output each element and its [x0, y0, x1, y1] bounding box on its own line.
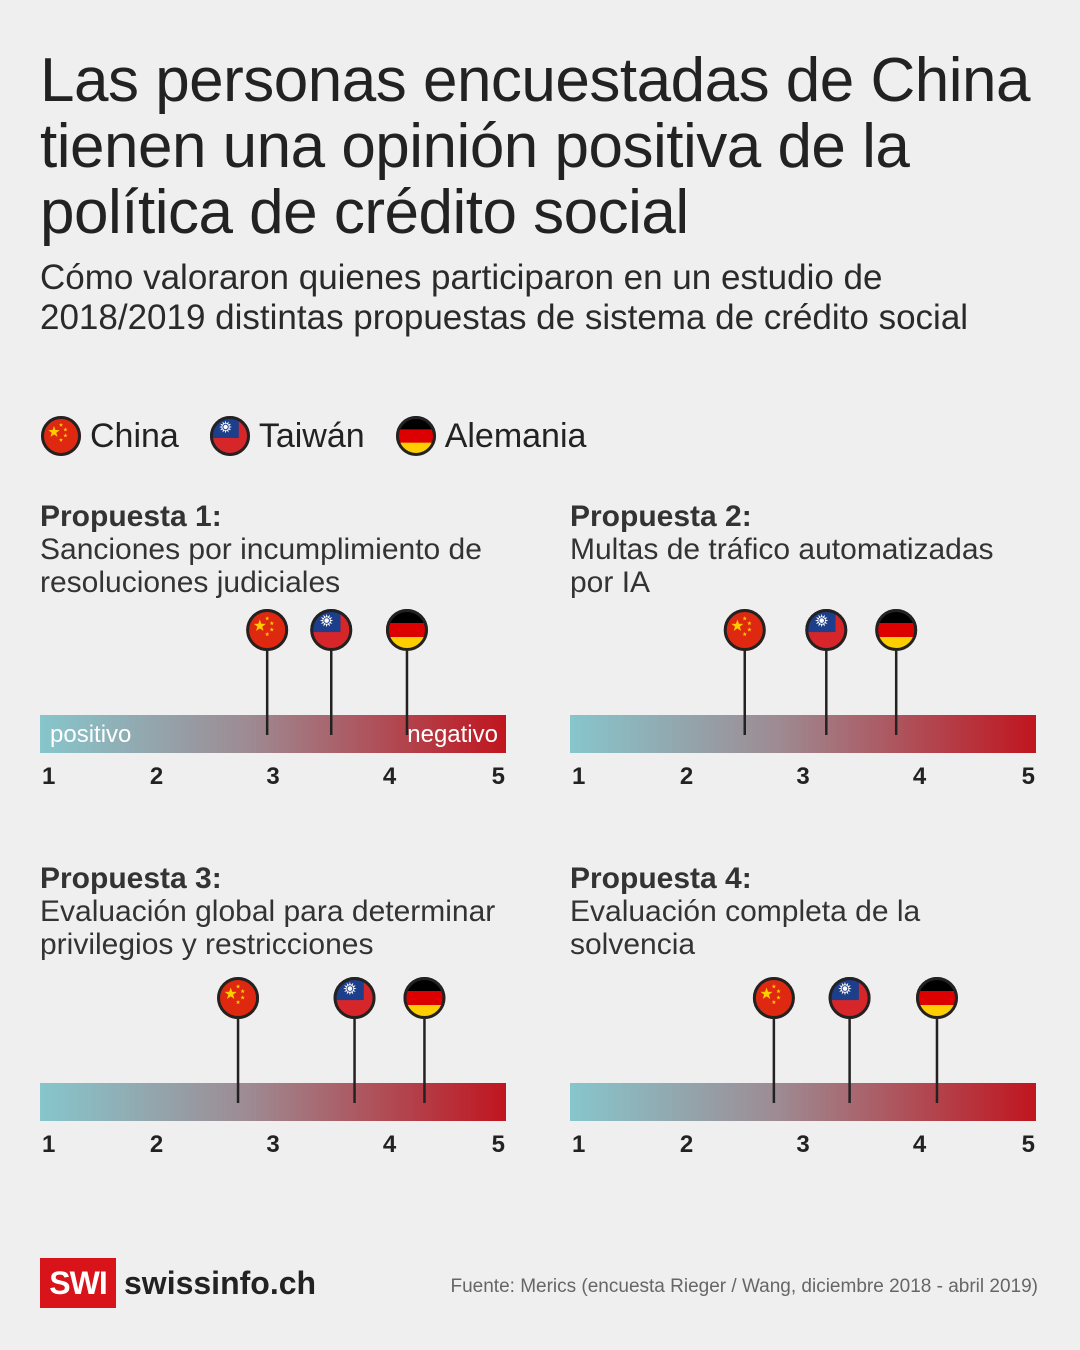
tick-label: 3: [266, 763, 279, 790]
rating-gradient-bar: [40, 715, 506, 753]
proposal-number: Propuesta 1:: [40, 500, 222, 533]
swissinfo-logo[interactable]: SWI swissinfo.ch: [40, 1258, 316, 1308]
tick-label: 5: [492, 1131, 505, 1158]
rating-gradient-bar: [40, 1083, 506, 1121]
marker-china: [752, 977, 795, 1103]
marker-germany: [385, 609, 428, 735]
proposal-panel-3: Propuesta 3: Evaluación global para dete…: [40, 862, 510, 1162]
proposal-description: Evaluación global para determinar privil…: [40, 895, 496, 961]
tick-label: 1: [572, 763, 585, 790]
tick-label: 2: [680, 763, 693, 790]
proposal-panel-4: Propuesta 4: Evaluación completa de la s…: [570, 862, 1040, 1162]
taiwan-flag-icon: [209, 415, 251, 457]
tick-label: 4: [913, 763, 927, 790]
proposal-heading: Propuesta 1: Sanciones por incumplimient…: [40, 500, 510, 599]
proposal-panel-1: Propuesta 1: Sanciones por incumplimient…: [40, 500, 510, 800]
brand-name: swissinfo.ch: [124, 1264, 317, 1301]
rating-gradient-bar: [570, 715, 1036, 753]
proposal-description: Sanciones por incumplimiento de resoluci…: [40, 533, 482, 599]
tick-label: 3: [796, 1131, 809, 1158]
swi-logo-mark: SWI: [40, 1258, 116, 1308]
legend: China Taiwán Alemania: [40, 413, 616, 459]
marker-taiwan: [828, 977, 871, 1103]
proposal-heading: Propuesta 2: Multas de tráfico automatiz…: [570, 500, 1040, 599]
marker-taiwan: [805, 609, 848, 735]
tick-label: 4: [383, 763, 397, 790]
marker-taiwan: [310, 609, 353, 735]
rating-scale: 1 2 3 4 5: [40, 977, 506, 1158]
tick-label: 1: [42, 1131, 55, 1158]
positive-label: positivo: [50, 721, 131, 748]
taiwan-flag-icon: [209, 416, 250, 456]
negative-label: negativo: [407, 721, 498, 748]
proposal-heading: Propuesta 4: Evaluación completa de la s…: [570, 862, 1040, 961]
marker-china: [723, 609, 766, 735]
marker-china: [246, 609, 289, 735]
china-flag-icon: [40, 415, 82, 457]
chart-subtitle: Cómo valoraron quienes participaron en u…: [40, 258, 969, 337]
proposal-description: Multas de tráfico automatizadas por IA: [570, 533, 994, 599]
germany-flag-icon: [395, 416, 436, 456]
proposal-panel-2: Propuesta 2: Multas de tráfico automatiz…: [570, 500, 1040, 800]
legend-item-germany: Alemania: [395, 415, 587, 457]
tick-label: 1: [572, 1131, 585, 1158]
marker-taiwan: [333, 977, 376, 1103]
marker-germany: [403, 977, 446, 1103]
marker-germany: [915, 977, 958, 1103]
germany-flag-icon: [395, 415, 437, 457]
rating-gradient-bar: [570, 1083, 1036, 1121]
tick-label: 2: [150, 763, 163, 790]
proposal-number: Propuesta 3:: [40, 862, 222, 895]
rating-scale: positivo negativo 1 2 3 4 5: [40, 609, 506, 790]
proposal-number: Propuesta 4:: [570, 862, 752, 895]
tick-label: 4: [383, 1131, 397, 1158]
rating-scale: 1 2 3 4 5: [570, 977, 1036, 1158]
proposal-description: Evaluación completa de la solvencia: [570, 895, 921, 961]
china-flag-icon: [41, 416, 81, 456]
chart-title: Las personas encuestadas de China tienen…: [40, 46, 1030, 247]
legend-label: Taiwán: [258, 416, 365, 455]
legend-label: China: [90, 416, 179, 455]
tick-label: 5: [492, 763, 505, 790]
marker-germany: [875, 609, 918, 735]
tick-label: 2: [150, 1131, 163, 1158]
marker-china: [217, 977, 260, 1103]
rating-scale: 1 2 3 4 5: [570, 609, 1036, 790]
proposal-heading: Propuesta 3: Evaluación global para dete…: [40, 862, 510, 961]
legend-item-taiwan: Taiwán: [209, 415, 365, 457]
tick-label: 3: [796, 763, 809, 790]
tick-label: 2: [680, 1131, 693, 1158]
tick-label: 4: [913, 1131, 927, 1158]
source-note: Fuente: Merics (encuesta Rieger / Wang, …: [450, 1276, 1038, 1297]
proposal-number: Propuesta 2:: [570, 500, 752, 533]
tick-label: 1: [42, 763, 55, 790]
tick-label: 3: [266, 1131, 279, 1158]
tick-label: 5: [1022, 763, 1035, 790]
legend-item-china: China: [40, 415, 179, 457]
legend-label: Alemania: [444, 416, 587, 455]
tick-label: 5: [1022, 1131, 1035, 1158]
